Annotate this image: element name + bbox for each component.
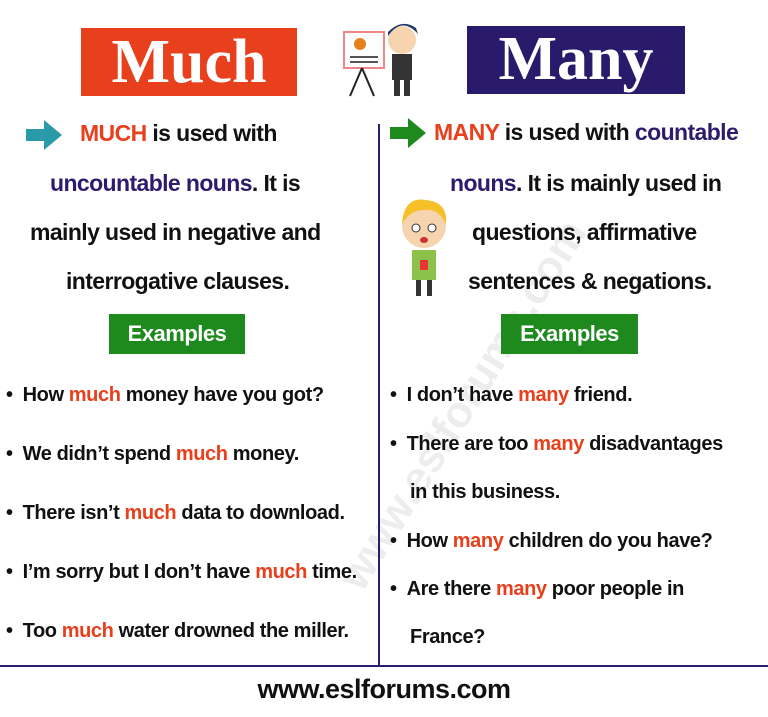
text: money have you got?: [120, 384, 324, 406]
many-desc-line-3: questions, affirmative: [472, 219, 697, 245]
text: I’m sorry but I don’t have: [22, 561, 256, 583]
horizontal-divider: [0, 665, 768, 667]
many-desc-line-1: MANY is used with countable: [434, 119, 739, 146]
list-item: I’m sorry but I don’t have much time.: [6, 561, 358, 584]
footer-url: www.eslforums.com: [257, 674, 511, 704]
vertical-divider: [378, 124, 380, 666]
much-desc-line-1: MUCH is used with: [80, 120, 277, 147]
text: Are there: [406, 578, 496, 600]
text: There isn’t: [22, 502, 125, 524]
highlight: nouns: [450, 170, 517, 196]
many-title: Many: [467, 26, 685, 94]
text: How: [22, 384, 69, 406]
text: friend.: [568, 384, 633, 406]
much-examples-label: Examples: [109, 314, 245, 354]
many-examples-label: Examples: [501, 314, 638, 354]
green-arrow-icon: [390, 118, 426, 148]
text: data to download.: [176, 502, 345, 524]
text: . It is mainly used in: [516, 170, 722, 196]
text: is used with: [498, 119, 635, 145]
text: How: [406, 530, 453, 552]
many-desc-line-4: sentences & negations.: [468, 268, 712, 294]
much-title: Much: [81, 28, 297, 96]
much-desc-line-3: mainly used in negative and: [30, 219, 321, 245]
text: money.: [227, 443, 300, 465]
text: We didn’t spend: [22, 443, 176, 465]
text: disadvantages: [583, 433, 723, 455]
highlight: uncountable nouns: [50, 170, 253, 196]
highlight: much: [175, 443, 228, 465]
text: time.: [306, 561, 357, 583]
highlight: much: [61, 620, 114, 642]
teacher-illustration-icon: [343, 23, 418, 97]
text: is used with: [146, 120, 277, 146]
highlight: much: [255, 561, 307, 583]
text: water drowned the miller.: [113, 620, 349, 642]
text: I don’t have: [406, 384, 519, 406]
much-keyword: MUCH: [80, 120, 147, 146]
many-keyword: MANY: [434, 119, 500, 145]
text: Too: [22, 620, 62, 642]
highlight: many: [533, 433, 584, 455]
highlight: many: [452, 530, 504, 552]
highlight: much: [68, 384, 121, 406]
list-item: How much money have you got?: [6, 384, 324, 407]
list-item: There isn’t much data to download.: [6, 502, 345, 525]
much-desc-line-4: interrogative clauses.: [66, 268, 290, 294]
list-item-continuation: in this business.: [410, 481, 560, 503]
text: There are too: [406, 433, 534, 455]
list-item: Are there many poor people in: [390, 578, 685, 601]
teal-arrow-icon: [26, 120, 62, 150]
boy-illustration-icon: [402, 199, 447, 296]
highlight: countable: [634, 119, 739, 145]
list-item: We didn’t spend much money.: [6, 443, 300, 466]
list-item: There are too many disadvantages: [390, 433, 724, 456]
many-desc-line-2: nouns. It is mainly used in: [450, 170, 722, 197]
highlight: many: [495, 578, 547, 600]
text: poor people in: [546, 578, 685, 600]
highlight: much: [124, 502, 177, 524]
highlight: many: [518, 384, 569, 406]
list-item: Too much water drowned the miller.: [6, 620, 349, 643]
list-item: I don’t have many friend.: [390, 384, 633, 407]
list-item: How many children do you have?: [390, 530, 713, 553]
much-desc-line-2: uncountable nouns. It is: [50, 170, 301, 197]
list-item-continuation: France?: [410, 626, 486, 648]
text: . It is: [251, 170, 301, 196]
text: children do you have?: [503, 530, 713, 552]
